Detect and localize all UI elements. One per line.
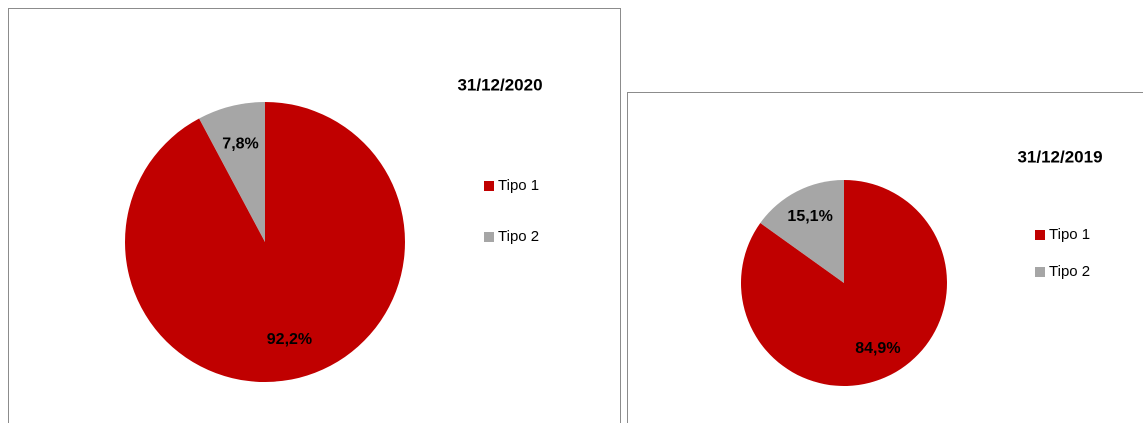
legend-swatch [1035, 230, 1045, 240]
data-label: 15,1% [787, 208, 832, 225]
data-label: 92,2% [267, 331, 312, 348]
legend-label: Tipo 1 [498, 177, 539, 194]
legend-label: Tipo 2 [1049, 263, 1090, 280]
legend-label: Tipo 2 [498, 228, 539, 245]
chart-title: 31/12/2020 [457, 75, 542, 94]
legend-swatch [484, 232, 494, 242]
legend-swatch [484, 181, 494, 191]
legend-label: Tipo 1 [1049, 226, 1090, 243]
data-label: 7,8% [222, 135, 258, 152]
chart-title: 31/12/2019 [1017, 147, 1102, 166]
pie-slice [760, 180, 844, 283]
pie-slice [199, 102, 265, 242]
data-label: 84,9% [855, 340, 900, 357]
legend-swatch [1035, 267, 1045, 277]
